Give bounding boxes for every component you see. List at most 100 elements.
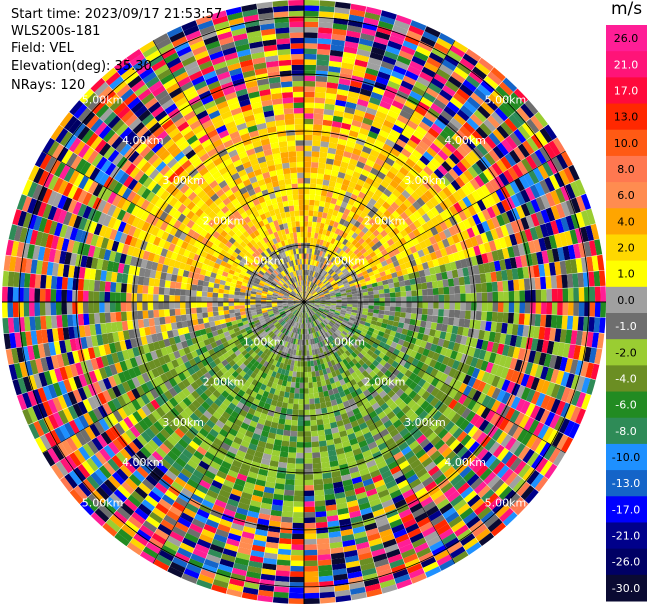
velocity-gate — [575, 212, 586, 228]
velocity-gate — [327, 314, 333, 319]
velocity-gate — [429, 251, 438, 261]
velocity-gate — [372, 359, 380, 367]
velocity-gate — [318, 162, 326, 169]
velocity-gate — [336, 329, 342, 335]
velocity-gate — [356, 161, 366, 169]
velocity-gate — [285, 473, 295, 480]
velocity-gate — [357, 98, 369, 107]
velocity-gate — [347, 277, 354, 283]
velocity-gate — [322, 229, 328, 236]
velocity-gate — [423, 327, 431, 336]
velocity-gate — [444, 218, 453, 229]
velocity-gate — [323, 271, 328, 277]
velocity-gate — [462, 267, 470, 277]
velocity-gate — [327, 261, 333, 268]
velocity-gate — [314, 314, 319, 319]
velocity-gate — [360, 317, 367, 322]
velocity-gate — [384, 297, 391, 302]
velocity-gate — [336, 269, 342, 275]
velocity-gate — [316, 238, 321, 245]
velocity-gate — [314, 297, 320, 300]
velocity-gate — [430, 368, 439, 378]
velocity-gate — [546, 289, 553, 302]
velocity-gate — [394, 60, 409, 71]
velocity-gate — [470, 498, 485, 512]
velocity-gate — [304, 134, 313, 141]
velocity-gate — [350, 3, 367, 12]
velocity-gate — [528, 419, 540, 434]
velocity-gate — [318, 317, 324, 322]
velocity-gate — [304, 458, 313, 464]
velocity-gate — [522, 140, 535, 155]
velocity-gate — [365, 393, 374, 402]
velocity-gate — [426, 56, 442, 69]
velocity-gate — [394, 240, 402, 248]
velocity-gate — [356, 260, 363, 267]
velocity-gate — [371, 342, 379, 349]
velocity-gate — [361, 270, 368, 276]
velocity-gate — [377, 411, 387, 420]
velocity-gate — [292, 371, 297, 378]
velocity-gate — [514, 178, 525, 192]
velocity-gate — [474, 320, 481, 330]
velocity-gate — [359, 127, 370, 136]
velocity-gate — [388, 373, 397, 382]
velocity-gate — [360, 33, 375, 42]
velocity-gate — [530, 115, 544, 131]
velocity-gate — [386, 324, 393, 331]
velocity-gate — [374, 258, 381, 266]
velocity-gate — [455, 260, 463, 270]
velocity-gate — [471, 130, 485, 143]
velocity-gate — [521, 158, 533, 173]
velocity-gate — [476, 404, 487, 417]
velocity-gate — [282, 500, 294, 507]
velocity-gate — [284, 391, 290, 398]
velocity-gate — [280, 527, 293, 534]
velocity-gate — [358, 93, 371, 102]
velocity-gate — [250, 302, 256, 305]
velocity-gate — [322, 287, 328, 292]
velocity-gate — [364, 333, 372, 340]
velocity-gate — [449, 294, 455, 302]
velocity-gate — [326, 315, 332, 320]
velocity-gate — [317, 386, 324, 393]
velocity-gate — [599, 317, 606, 334]
velocity-gate — [324, 319, 330, 324]
velocity-gate — [583, 241, 592, 257]
velocity-gate — [452, 401, 463, 413]
velocity-gate — [340, 161, 349, 169]
velocity-gate — [315, 70, 328, 77]
velocity-gate — [456, 109, 470, 122]
velocity-gate — [535, 289, 542, 302]
velocity-gate — [468, 134, 481, 147]
velocity-gate — [338, 273, 345, 279]
velocity-gate — [355, 54, 370, 63]
velocity-gate — [307, 294, 312, 299]
velocity-gate — [307, 226, 312, 233]
velocity-gate — [398, 85, 412, 96]
velocity-gate — [300, 366, 304, 373]
velocity-gate — [332, 315, 339, 320]
velocity-gate — [308, 297, 314, 300]
velocity-gate — [565, 259, 573, 274]
velocity-gate — [540, 394, 551, 410]
velocity-gate — [490, 228, 499, 240]
velocity-gate — [539, 223, 549, 238]
velocity-gate — [304, 5, 320, 12]
velocity-gate — [435, 213, 444, 224]
velocity-gate — [452, 252, 461, 262]
velocity-gate — [456, 503, 471, 516]
velocity-gate — [309, 281, 313, 288]
velocity-gate — [304, 177, 311, 184]
velocity-gate — [317, 281, 322, 286]
velocity-gate — [131, 311, 138, 320]
velocity-gate — [474, 175, 485, 188]
velocity-gate — [471, 302, 477, 311]
velocity-gate — [586, 208, 596, 225]
velocity-gate — [419, 169, 430, 180]
velocity-gate — [357, 223, 365, 231]
velocity-gate — [556, 274, 563, 289]
velocity-gate — [314, 285, 319, 290]
velocity-gate — [520, 400, 531, 415]
velocity-gate — [518, 445, 531, 461]
